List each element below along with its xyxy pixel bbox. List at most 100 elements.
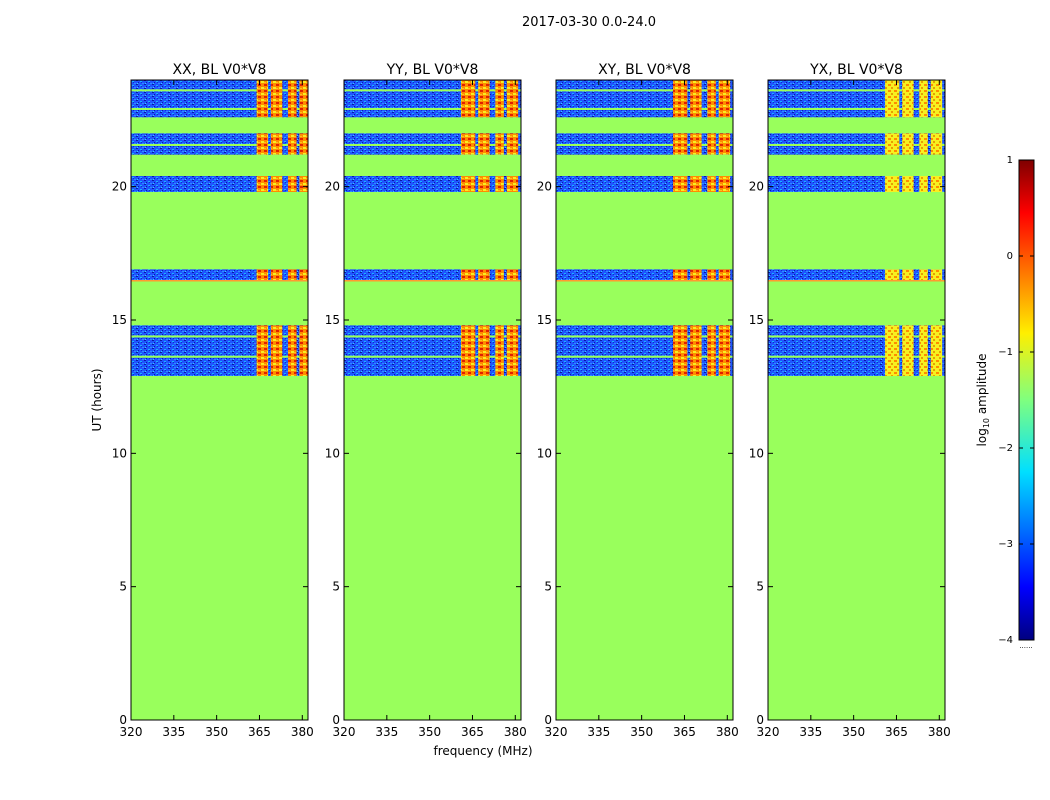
colorbar-label-sub: 10 [982,418,991,428]
rfi-channel-4 [299,80,308,118]
rfi-channel-4 [299,269,308,280]
x-tick-label: 350 [630,725,653,739]
rfi-channel-4 [930,325,943,376]
x-tick-label: 350 [418,725,441,739]
y-tick-label: 10 [749,446,764,460]
rfi-channel-4 [506,269,519,280]
x-tick-label: 365 [885,725,908,739]
rfi-channel-3 [707,325,716,376]
rfi-channel-2 [270,80,283,118]
boundary-line [768,280,945,282]
flag-line [344,89,521,92]
rfi-channel-1 [673,325,688,376]
panel-frame [555,79,734,721]
rfi-channel-4 [506,133,519,155]
data-band-2 [556,269,733,280]
rfi-channel-2 [902,325,914,376]
rfi-channel-1 [256,133,269,155]
flag-line [131,108,308,110]
panel-4: YX, BL V0*V8 320 335 350 365 380 0 5 10 15 20 [749,62,951,739]
colorbar-tick-label: −2 [998,443,1013,454]
rfi-channel-2 [690,269,702,280]
rfi-channel-1 [461,133,476,155]
rfi-channel-1 [256,80,269,118]
rfi-channel-1 [461,80,476,118]
panel-3: XY, BL V0*V8 320 335 350 365 380 0 5 10 15 20 [537,62,739,739]
rfi-channel-4 [299,133,308,155]
x-tick-label: 365 [673,725,696,739]
data-band-1 [768,325,945,376]
flag-line [556,108,733,110]
data-band-2 [344,269,521,280]
rfi-channel-4 [718,325,731,376]
rfi-channel-4 [506,325,519,376]
panel-title: YX, BL V0*V8 [809,62,903,78]
rfi-channel-2 [270,325,283,376]
rfi-channel-1 [673,133,688,155]
rfi-channel-4 [930,80,943,118]
rfi-channel-2 [690,133,702,155]
y-tick-label: 5 [332,580,340,594]
y-tick-label: 5 [544,580,552,594]
y-tick-label: 0 [332,713,340,727]
rfi-channel-3 [495,133,504,155]
x-tick-label: 380 [291,725,314,739]
rfi-channel-4 [718,176,731,192]
y-tick-label: 20 [749,180,764,194]
rfi-channel-1 [885,269,900,280]
x-tick-label: 350 [842,725,865,739]
x-axis-label: frequency (MHz) [433,744,532,758]
data-band-3 [556,176,733,192]
y-tick-label: 5 [119,580,127,594]
x-tick-label: 350 [205,725,228,739]
y-tick-label: 0 [756,713,764,727]
rfi-channel-2 [478,176,490,192]
x-tick-label: 380 [504,725,527,739]
x-tick-label: 320 [333,725,356,739]
x-tick-label: 335 [799,725,822,739]
rfi-channel-2 [690,176,702,192]
data-band-3 [768,176,945,192]
boundary-line [344,280,521,282]
rfi-channel-1 [673,80,688,118]
data-band-1 [556,325,733,376]
colorbar-label-main: log [975,428,989,446]
rfi-channel-2 [902,176,914,192]
rfi-channel-2 [690,80,702,118]
y-tick-label: 15 [112,313,127,327]
rfi-channel-3 [495,80,504,118]
data-band-5 [344,80,521,118]
x-tick-label: 380 [716,725,739,739]
rfi-channel-4 [718,269,731,280]
rfi-channel-4 [299,176,308,192]
flag-line [344,144,521,146]
flag-line [344,108,521,110]
y-tick-label: 0 [544,713,552,727]
panel-2: YY, BL V0*V8 320 335 350 365 380 0 5 10 15 20 [325,62,527,739]
rfi-channel-1 [256,325,269,376]
panel-title: XY, BL V0*V8 [598,62,691,78]
flag-line [131,355,308,358]
flag-line [556,335,733,338]
y-tick-label: 0 [119,713,127,727]
rfi-channel-1 [256,176,269,192]
rfi-channel-4 [506,80,519,118]
rfi-channel-2 [478,325,490,376]
rfi-channel-1 [885,176,900,192]
x-tick-label: 335 [375,725,398,739]
y-tick-label: 20 [325,180,340,194]
colorbar-tick-label: 0 [1007,251,1013,262]
panel-1: XX, BL V0*V8 320 335 350 365 380 0 5 10 15 20 [112,62,314,739]
x-tick-label: 320 [120,725,143,739]
boundary-line [556,280,733,282]
colorbar: 10−1−2−3−4 ...... log10 amplitude [975,155,1035,650]
y-tick-label: 5 [756,580,764,594]
y-tick-label: 15 [325,313,340,327]
rfi-channel-4 [930,176,943,192]
rfi-channel-4 [718,133,731,155]
colorbar-label-rest: amplitude [975,354,989,418]
rfi-channel-4 [506,176,519,192]
rfi-channel-2 [478,133,490,155]
y-tick-label: 10 [112,446,127,460]
